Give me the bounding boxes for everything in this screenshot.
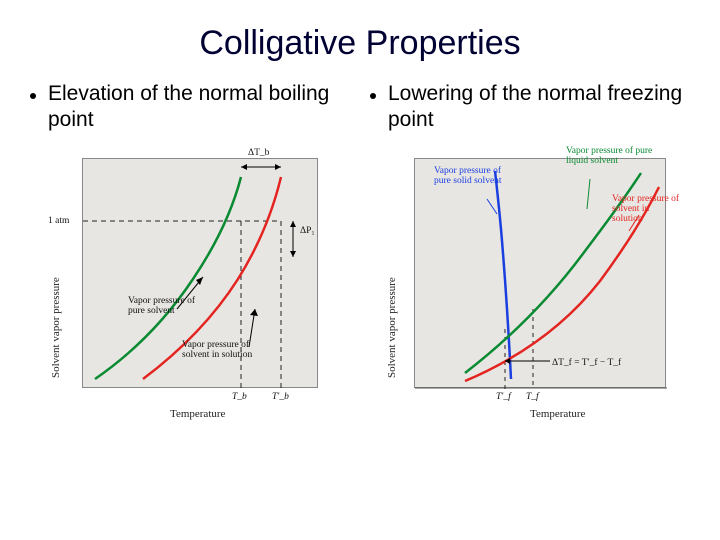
label-delta-p1: ΔP₁ [300, 226, 315, 236]
right-y-label: Solvent vapor pressure [386, 277, 398, 378]
left-bullet-text: Elevation of the normal boiling point [48, 81, 350, 134]
tick-tfp: T′_f [496, 392, 511, 402]
tick-tf: T_f [526, 392, 539, 402]
label-solvent-solution: Vapor pressure of solvent in solution [182, 340, 272, 361]
right-plot-area [414, 158, 666, 388]
label-soln-right: Vapor pressure of solvent in solution [612, 194, 682, 225]
right-bullet: Lowering of the normal freezing point [370, 81, 690, 134]
left-column: Elevation of the normal boiling point So… [30, 81, 350, 448]
left-y-label: Solvent vapor pressure [50, 277, 62, 378]
left-chart: Solvent vapor pressure Temperature 1 atm… [40, 148, 340, 448]
tick-tb: T_b [232, 392, 247, 402]
label-1atm: 1 atm [48, 216, 69, 226]
label-pure-solvent: Vapor pressure of pure solvent [128, 296, 210, 317]
right-x-label: Temperature [530, 408, 585, 420]
right-chart: Solvent vapor pressure Temperature Vapor… [380, 148, 680, 448]
label-liquid: Vapor pressure of pure liquid solvent [566, 146, 666, 167]
left-bullet: Elevation of the normal boiling point [30, 81, 350, 134]
right-column: Lowering of the normal freezing point So… [370, 81, 690, 448]
label-solid: Vapor pressure of pure solid solvent [434, 166, 506, 187]
tick-tbp: T′_b [272, 392, 289, 402]
page-title: Colligative Properties [0, 0, 720, 63]
columns: Elevation of the normal boiling point So… [0, 63, 720, 448]
bullet-icon [370, 93, 376, 99]
right-bullet-text: Lowering of the normal freezing point [388, 81, 690, 134]
label-delta-tf: ΔT_f = T′_f − T_f [552, 358, 621, 368]
bullet-icon [30, 93, 36, 99]
label-delta-tb: ΔT_b [248, 148, 269, 158]
left-x-label: Temperature [170, 408, 225, 420]
